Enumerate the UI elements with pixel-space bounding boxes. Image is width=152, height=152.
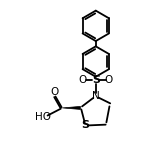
Text: S: S xyxy=(81,120,89,130)
Polygon shape xyxy=(62,106,80,109)
Text: N: N xyxy=(92,91,100,101)
Text: HO: HO xyxy=(35,112,51,122)
Text: O: O xyxy=(51,87,59,97)
Text: S: S xyxy=(92,75,100,85)
Text: O: O xyxy=(105,75,113,85)
Text: O: O xyxy=(79,75,87,85)
